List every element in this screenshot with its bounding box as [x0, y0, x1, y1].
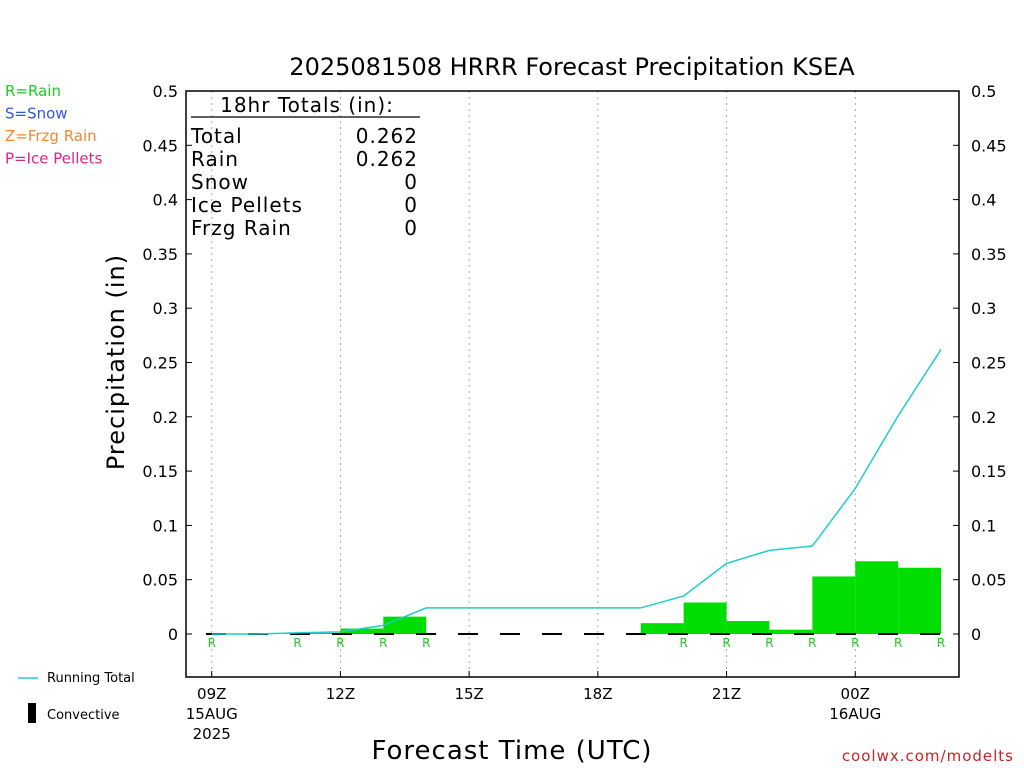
- running-total-legend-label: Running Total: [47, 671, 135, 686]
- y-tick-label-right: 0.2: [971, 408, 996, 427]
- x-tick-label: 21Z: [712, 685, 741, 703]
- precip-bar: [812, 576, 856, 634]
- y-tick-label-right: 0.3: [971, 299, 996, 318]
- precip-type-marker: R: [722, 636, 730, 650]
- y-tick-label-left: 0.3: [153, 299, 178, 318]
- chart-title: 2025081508 HRRR Forecast Precipitation K…: [289, 53, 855, 81]
- y-tick-label-right: 0.45: [971, 136, 1007, 155]
- precip-type-marker: R: [293, 636, 301, 650]
- y-tick-label-left: 0.15: [142, 462, 178, 481]
- precip-type-legend: R=Rain S=Snow Z=Frzg Rain P=Ice Pellets: [5, 82, 102, 168]
- y-tick-label-left: 0.45: [142, 136, 178, 155]
- y-tick-label-left: 0.35: [142, 245, 178, 264]
- precip-bar: [640, 623, 684, 634]
- y-tick-label-left: 0.5: [153, 82, 178, 101]
- x-tick-year: 2025: [193, 725, 231, 743]
- precip-bar: [383, 616, 427, 634]
- totals-row-label: Rain: [191, 147, 239, 171]
- totals-box: 18hr Totals (in): Total 0.262 Rain 0.262 Sno…: [190, 93, 420, 240]
- y-axis: 0 00.05 0.050.1 0.10.15 0.150.2 0.20.25 0.250.…: [142, 82, 1006, 644]
- x-tick-date: 15AUG: [186, 705, 238, 723]
- precip-bar: [297, 632, 341, 634]
- x-axis: 09Z 15AUG 2025 12Z 15Z 18Z 21Z 00Z 16AUG: [186, 671, 881, 743]
- precip-type-marker: R: [851, 636, 859, 650]
- y-tick-label-right: 0.5: [971, 82, 996, 101]
- precip-type-marker: R: [379, 636, 387, 650]
- precip-bar: [683, 602, 727, 634]
- precip-bar: [769, 629, 813, 634]
- totals-row-label: Frzg Rain: [191, 216, 292, 240]
- precip-bar: [726, 620, 770, 634]
- running-total-series: [211, 349, 942, 635]
- x-tick-date: 16AUG: [829, 705, 881, 723]
- precip-type-marker: R: [808, 636, 816, 650]
- precip-type-marker: R: [765, 636, 773, 650]
- precip-type-marker: R: [937, 636, 945, 650]
- totals-row-label: Ice Pellets: [191, 193, 303, 217]
- precip-bars: [206, 561, 959, 635]
- convective-legend-label: Convective: [47, 708, 120, 723]
- y-tick-label-right: 0.05: [971, 571, 1007, 590]
- plot-frame: [185, 90, 960, 678]
- precip-bar: [855, 561, 899, 634]
- totals-row-label: Total: [190, 124, 243, 148]
- precip-type-marker: R: [208, 636, 216, 650]
- precip-type-legend-item: P=Ice Pellets: [5, 150, 102, 168]
- grid-lines: [211, 91, 856, 677]
- precip-type-marker: R: [894, 636, 902, 650]
- y-tick-label-left: 0.2: [153, 408, 178, 427]
- totals-row-value: 0: [404, 216, 418, 240]
- precip-type-legend-item: S=Snow: [5, 105, 68, 123]
- precip-type-marker: R: [336, 636, 344, 650]
- y-tick-label-left: 0.1: [153, 516, 178, 535]
- totals-row-value: 0.262: [356, 124, 418, 148]
- totals-row-value: 0: [404, 193, 418, 217]
- x-tick-label: 15Z: [454, 685, 483, 703]
- y-tick-label-right: 0.35: [971, 245, 1007, 264]
- y-tick-label-right: 0.25: [971, 354, 1007, 373]
- precip-bar: [898, 567, 942, 634]
- x-tick-label: 12Z: [326, 685, 355, 703]
- y-tick-label-right: 0: [971, 625, 981, 644]
- y-tick-label-left: 0.25: [142, 354, 178, 373]
- credit-text: coolwx.com/modelts: [842, 747, 1014, 765]
- totals-heading: 18hr Totals (in):: [220, 93, 394, 117]
- precip-type-legend-item: R=Rain: [5, 82, 61, 100]
- totals-row-value: 0: [404, 170, 418, 194]
- y-axis-label: Precipitation (in): [102, 254, 130, 470]
- y-tick-label-left: 0.05: [142, 571, 178, 590]
- y-tick-label-left: 0: [168, 625, 178, 644]
- precip-type-legend-item: Z=Frzg Rain: [5, 127, 97, 145]
- precip-type-marker: R: [679, 636, 687, 650]
- precip-bar: [340, 628, 384, 634]
- x-tick-label: 18Z: [583, 685, 612, 703]
- x-tick-label: 09Z: [197, 685, 226, 703]
- y-tick-label-left: 0.4: [153, 191, 178, 210]
- totals-row-value: 0.262: [356, 147, 418, 171]
- x-axis-label: Forecast Time (UTC): [371, 736, 652, 766]
- y-tick-label-right: 0.4: [971, 191, 996, 210]
- series-legend: Running Total Convective: [18, 671, 135, 723]
- y-tick-label-right: 0.15: [971, 462, 1007, 481]
- running-total-line: [211, 349, 942, 635]
- precip-type-marker: R: [422, 636, 430, 650]
- x-tick-label: 00Z: [841, 685, 870, 703]
- y-tick-label-right: 0.1: [971, 516, 996, 535]
- totals-row-label: Snow: [191, 170, 249, 194]
- convective-legend-swatch: [28, 703, 36, 723]
